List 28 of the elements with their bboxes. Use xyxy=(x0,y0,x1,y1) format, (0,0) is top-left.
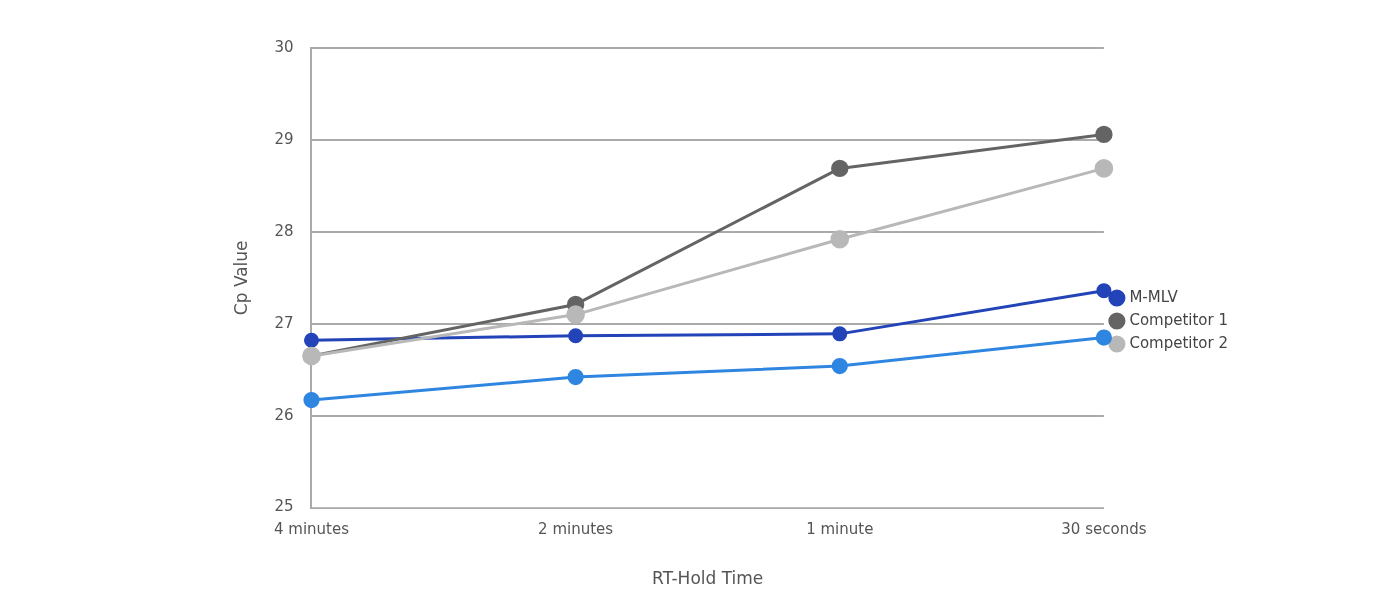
point xyxy=(566,305,585,324)
y-tick-label: 29 xyxy=(274,129,294,148)
y-tick-label: 27 xyxy=(274,313,294,332)
point xyxy=(1095,329,1112,346)
point xyxy=(832,326,848,342)
y-tick-label: 28 xyxy=(274,221,294,240)
x-tick-label: 1 minute xyxy=(806,520,874,539)
point xyxy=(568,328,584,344)
y-tick-label: 25 xyxy=(274,497,294,516)
point xyxy=(303,391,320,409)
point xyxy=(831,159,849,178)
x-tick-label: 4 minutes xyxy=(273,520,350,539)
point xyxy=(831,357,848,375)
y-axis-title: Cp Value xyxy=(230,240,251,316)
legend-label: Competitor 1 xyxy=(1129,310,1229,329)
point xyxy=(1094,159,1114,178)
legend-label: M-MLV xyxy=(1129,287,1179,306)
point xyxy=(303,332,319,348)
y-tick-label: 26 xyxy=(274,405,294,424)
x-tick-label: 30 seconds xyxy=(1061,520,1147,539)
point xyxy=(1096,283,1112,299)
point xyxy=(567,368,584,386)
x-axis-title: RT-Hold Time xyxy=(652,568,764,589)
point xyxy=(830,229,850,249)
legend-label: Competitor 2 xyxy=(1129,333,1229,352)
y-tick-label: 30 xyxy=(274,37,294,56)
point xyxy=(1095,125,1113,144)
x-tick-label: 2 minutes xyxy=(538,520,614,539)
